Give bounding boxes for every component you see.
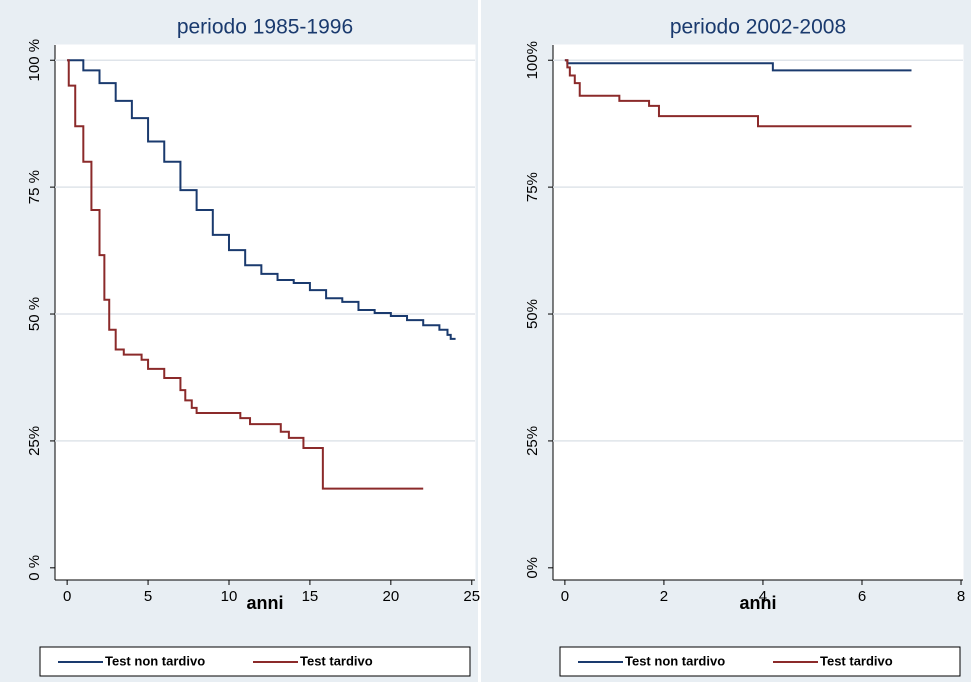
y-tick-label: 50 % <box>26 297 43 331</box>
plot-area <box>552 44 964 581</box>
chart-title: periodo 2002-2008 <box>670 16 846 39</box>
x-tick-label: 0 <box>561 588 569 605</box>
survival-line <box>67 59 456 340</box>
x-tick-label: 20 <box>382 588 399 605</box>
y-tick-label: 0 % <box>26 555 43 581</box>
y-tick-label: 25% <box>26 426 43 456</box>
survival-line <box>564 59 912 128</box>
survival-line <box>67 59 424 490</box>
x-tick-label: 25 <box>463 588 480 605</box>
y-tick-label: 75% <box>524 172 541 202</box>
x-tick-label: 10 <box>221 588 238 605</box>
legend-label: Test tardivo <box>820 653 893 668</box>
legend <box>559 646 961 677</box>
y-tick-label: 75 % <box>26 170 43 204</box>
x-tick-label: 0 <box>63 588 71 605</box>
x-tick-label: 8 <box>957 588 965 605</box>
x-tick-label: 5 <box>144 588 152 605</box>
y-tick-label: 100% <box>524 41 541 79</box>
legend-label: Test non tardivo <box>625 653 725 668</box>
legend-label: Test tardivo <box>300 653 373 668</box>
y-tick-label: 0% <box>524 557 541 579</box>
y-tick-label: 50% <box>524 299 541 329</box>
y-tick-label: 100 % <box>26 39 43 82</box>
x-tick-label: 4 <box>759 588 767 605</box>
y-tick-label: 25% <box>524 426 541 456</box>
plot-area <box>54 44 476 581</box>
x-axis-label: anni <box>246 593 283 613</box>
chart-title: periodo 1985-1996 <box>177 16 353 39</box>
x-tick-label: 6 <box>858 588 866 605</box>
x-axis-label: anni <box>739 593 776 613</box>
legend-label: Test non tardivo <box>105 653 205 668</box>
x-tick-label: 15 <box>302 588 319 605</box>
x-tick-label: 2 <box>660 588 668 605</box>
